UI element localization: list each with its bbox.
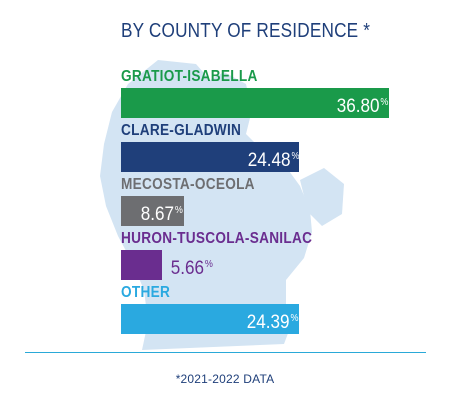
category-label: MECOSTA-OCEOLA <box>121 176 255 193</box>
bar <box>121 88 389 118</box>
value-unit: % <box>174 205 183 216</box>
category-label: HURON-TUSCOLA-SANILAC <box>121 230 313 247</box>
value-label: 24.39% <box>247 304 299 334</box>
category-label: CLARE-GLADWIN <box>121 122 242 139</box>
thumb-shape <box>300 168 344 226</box>
value-number: 24.48 <box>247 150 291 171</box>
value-label: 24.48% <box>247 142 299 172</box>
bar <box>121 142 300 172</box>
value-unit: % <box>291 151 300 162</box>
value-number: 36.80 <box>337 96 380 117</box>
bar <box>121 304 299 334</box>
category-label: GRATIOT-ISABELLA <box>121 68 258 85</box>
value-number: 5.66 <box>170 258 205 279</box>
chart-title: BY COUNTY OF RESIDENCE * <box>121 20 371 42</box>
footnote: *2021-2022 DATA <box>175 372 275 386</box>
category-label: OTHER <box>121 284 171 301</box>
value-number: 24.39 <box>246 312 290 333</box>
value-unit: % <box>380 97 389 108</box>
value-label: 8.67% <box>141 196 183 226</box>
bar <box>121 250 163 280</box>
bar <box>121 196 185 226</box>
value-number: 8.67 <box>140 204 174 225</box>
value-unit: % <box>205 259 214 270</box>
value-unit: % <box>290 313 299 324</box>
divider-line <box>25 352 426 353</box>
value-label: 36.80% <box>337 88 389 118</box>
value-label: 5.66% <box>171 250 213 280</box>
